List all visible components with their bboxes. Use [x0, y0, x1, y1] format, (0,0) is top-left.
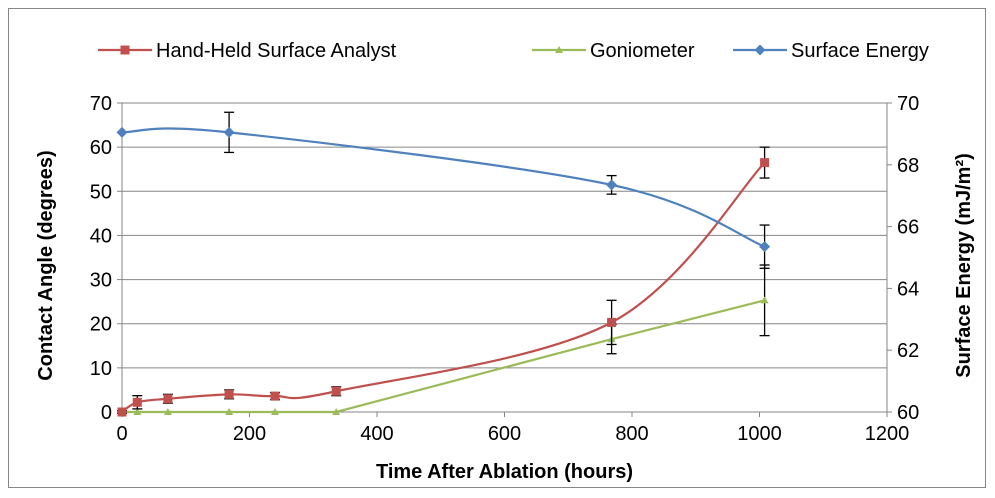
- series-line: [122, 299, 765, 414]
- data-point: [760, 296, 769, 304]
- legend-marker: [120, 45, 130, 55]
- y2-tick-label: 70: [897, 93, 919, 115]
- y-tick-label: 20: [90, 314, 112, 336]
- data-point: [163, 394, 173, 404]
- y-axis-left-title: Contact Angle (degrees): [35, 150, 57, 380]
- series-hand-held-surface-analyst: [117, 146, 770, 417]
- data-point: [607, 317, 617, 327]
- data-point: [224, 389, 234, 399]
- tick-labels: 0 200 400 600 800 1000 1200 0 10 20 30 40 50 60 70 60 62…: [90, 93, 920, 445]
- y2-tick-label: 60: [897, 402, 919, 424]
- y-tick-label: 0: [101, 402, 112, 424]
- data-point: [270, 391, 280, 401]
- series-line: [121, 127, 766, 248]
- x-axis-title: Time After Ablation (hours): [376, 461, 633, 483]
- series-layer: [116, 111, 771, 417]
- x-tick-label: 0: [116, 423, 127, 445]
- data-point: [331, 386, 341, 396]
- data-point: [132, 397, 142, 407]
- x-tick-label: 200: [233, 423, 266, 445]
- y-tick-label: 10: [90, 358, 112, 380]
- data-point: [133, 408, 142, 415]
- series-line: [121, 161, 766, 413]
- x-tick-label: 800: [615, 423, 648, 445]
- legend-entry: Surface Energy: [733, 40, 929, 62]
- y2-tick-label: 68: [897, 155, 919, 177]
- data-point: [760, 158, 770, 168]
- data-point: [606, 179, 618, 191]
- y-tick-label: 40: [90, 225, 112, 247]
- data-point: [332, 408, 341, 415]
- data-point: [117, 407, 127, 417]
- y-tick-label: 50: [90, 181, 112, 203]
- chart-area: [8, 8, 986, 488]
- y-tick-label: 30: [90, 270, 112, 292]
- y2-tick-label: 66: [897, 217, 919, 239]
- legend-marker: [555, 46, 563, 53]
- x-tick-label: 1000: [737, 423, 782, 445]
- data-point: [223, 126, 235, 138]
- legend-marker: [754, 44, 766, 56]
- data-point: [271, 408, 279, 415]
- series-goniometer: [118, 264, 770, 415]
- x-tick-label: 1200: [865, 423, 910, 445]
- y-tick-label: 60: [90, 137, 112, 159]
- legend: Hand-Held Surface Analyst Goniometer Surfa…: [98, 40, 929, 62]
- legend-label: Surface Energy: [791, 40, 929, 62]
- x-tick-label: 400: [360, 423, 393, 445]
- legend-entry: Hand-Held Surface Analyst: [98, 40, 397, 62]
- data-point: [116, 126, 128, 138]
- y-axis-right-title: Surface Energy (mJ/m²): [953, 153, 975, 378]
- y2-tick-label: 64: [897, 278, 919, 300]
- series-surface-energy: [116, 111, 771, 269]
- data-point: [225, 408, 234, 415]
- data-point: [759, 241, 771, 253]
- y2-tick-label: 62: [897, 340, 919, 362]
- axes: [121, 103, 888, 413]
- legend-entry: Goniometer: [532, 40, 695, 62]
- legend-label: Goniometer: [590, 40, 695, 62]
- x-tick-label: 600: [488, 423, 521, 445]
- gridlines: [122, 102, 887, 413]
- data-point: [163, 408, 172, 415]
- y-tick-label: 70: [90, 93, 112, 115]
- legend-label: Hand-Held Surface Analyst: [156, 40, 397, 62]
